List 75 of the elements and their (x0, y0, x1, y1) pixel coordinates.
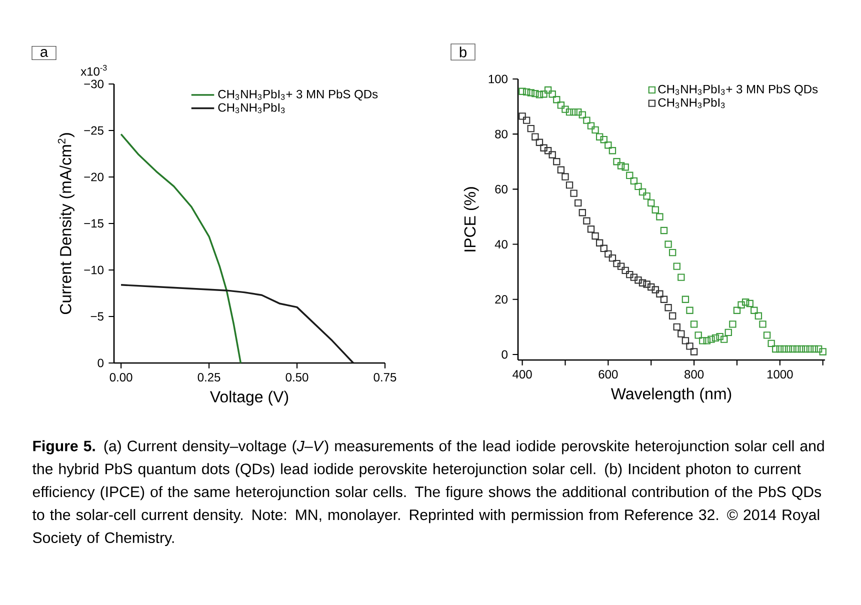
y-tick-label: 0 (98, 358, 104, 368)
point (574, 199, 582, 207)
x-axis-title: Voltage (V) (210, 390, 288, 406)
point (522, 116, 530, 124)
legend-label: CH$_{3}$NH$_{3}$PbI$_{3}$ (218, 102, 285, 114)
point (536, 138, 544, 146)
point (544, 147, 552, 154)
point (592, 232, 599, 240)
y-tick-label: 0 (502, 350, 508, 359)
chart-title: a (40, 48, 48, 58)
point (638, 279, 646, 286)
text: x10$^{-3}$ (80, 64, 107, 76)
point (527, 124, 534, 132)
y-tick-label: 80 (495, 130, 508, 138)
text: Figure 5. (a) Current density–voltage (J–V) measurements of the lead iodide perovskite heterojunction solar cell and the hybrid PbS quantum dots (QDs) lead iodide perovskite heterojunction solar cell. (b) Incident photon to current efficiency (IPCE) of the same heterojunction solar cells. The figure shows the additional contribution of the PbS QDs to the solar-cell current density. Note: MN, monolayer. Reprinted with permission from Reference 32. © 2014 Royal Society of Chemistry. (32, 440, 824, 546)
point (673, 323, 680, 331)
point (643, 280, 650, 288)
x-tick-label: 600 (598, 370, 618, 379)
x-tick-label: 0.00 (110, 373, 132, 382)
point (626, 270, 634, 278)
point (532, 133, 539, 140)
point (664, 304, 672, 312)
point (587, 226, 595, 233)
x-tick-label: 0.75 (374, 373, 396, 382)
point (562, 173, 569, 180)
point (630, 274, 638, 281)
point (617, 262, 625, 270)
point (652, 286, 659, 294)
x-tick-label: 400 (512, 370, 532, 379)
point (600, 244, 608, 252)
point (682, 337, 690, 344)
point (548, 151, 556, 158)
x-axis-title: Wavelength (nm) (610, 388, 732, 403)
point (540, 144, 548, 152)
point (566, 181, 574, 189)
point (690, 348, 698, 356)
point (608, 254, 616, 262)
legend-label: CH$_{3}$NH$_{3}$PbI$_{3}$+ 3 MN PbS QDs (218, 90, 378, 101)
point (553, 158, 560, 166)
point (686, 342, 694, 350)
y-axis-title: Current Density (mA/cm$^{2}$) (58, 133, 74, 314)
point (613, 260, 620, 268)
y-tick-label: 40 (494, 240, 508, 249)
point (570, 190, 578, 197)
y-tick-label: 20 (495, 295, 508, 304)
point (678, 330, 685, 338)
y-tick-label: −25 (84, 126, 104, 135)
point (648, 283, 655, 291)
point (518, 112, 526, 120)
point (668, 312, 676, 320)
point (578, 208, 586, 216)
y-tick-label: −15 (84, 219, 104, 228)
y-tick-label: −10 (84, 266, 104, 274)
y-tick-label: 60 (495, 184, 508, 194)
point (656, 290, 664, 298)
point (634, 276, 642, 284)
y-tick-label: −30 (84, 80, 104, 88)
x-tick-label: 800 (684, 370, 704, 379)
x-tick-label: 1000 (767, 370, 793, 379)
point (604, 250, 612, 258)
y-tick-label: 100 (488, 74, 508, 84)
line-series (120, 133, 242, 364)
x-tick-label: 0.50 (286, 373, 308, 382)
y-tick-label: −20 (84, 172, 104, 182)
point (622, 266, 629, 274)
chart-title: b (460, 46, 466, 58)
legend-label: CH$_{3}$NH$_{3}$PbI$_{3}$ (658, 98, 725, 108)
y-tick-label: −5 (90, 312, 104, 321)
point (583, 217, 590, 224)
point (596, 239, 604, 246)
y-axis-title: IPCE (%) (464, 187, 479, 252)
x-tick-label: 0.25 (198, 373, 220, 382)
point (557, 166, 565, 174)
legend-label: CH$_{3}$NH$_{3}$PbI$_{3}$+ 3 MN PbS QDs (658, 84, 818, 96)
point (660, 296, 668, 303)
